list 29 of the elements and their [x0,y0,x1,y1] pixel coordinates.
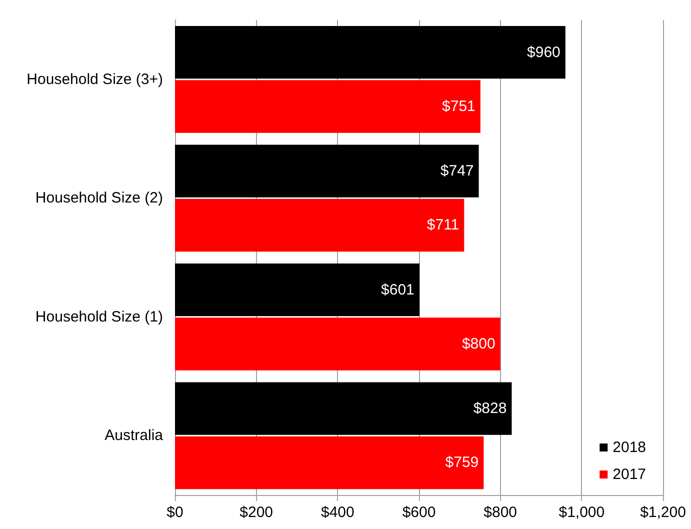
bar [175,26,566,79]
x-tick-label: $0 [166,504,184,521]
x-tick-label: $1,000 [558,504,605,521]
data-label: $601 [381,281,414,298]
y-tick-label: Australia [104,427,164,444]
data-label: $759 [445,454,479,472]
legend-label: 2017 [612,466,646,483]
bar [175,80,480,133]
bar [175,263,420,316]
x-tick-label: $200 [240,504,274,521]
legend-label: 2018 [612,439,646,456]
bar [175,198,464,252]
data-label: $800 [462,335,496,352]
data-label: $828 [473,400,507,418]
data-label: $747 [440,162,474,180]
data-label: $711 [426,216,460,234]
y-tick-label: Household Size (1) [35,308,163,326]
y-tick-label: Household Size (3+) [26,70,163,88]
x-tick-label: $1,200 [640,504,686,521]
bar [175,144,479,198]
x-tick-label: $400 [320,504,354,521]
x-tick-label: $800 [484,504,518,521]
data-label: $751 [442,98,476,115]
bar [175,382,512,435]
bar [175,436,484,490]
bar [175,318,500,370]
data-label: $960 [527,44,560,61]
x-tick-label: $600 [402,504,436,521]
y-tick-label: Household Size (2) [35,190,163,207]
